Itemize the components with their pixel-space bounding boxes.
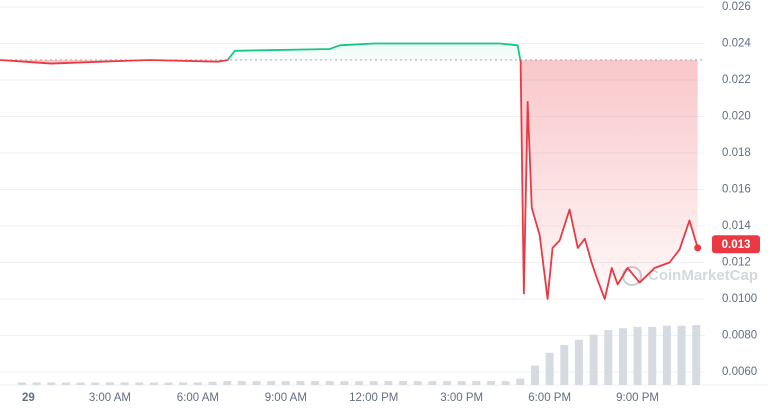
watermark: CoinMarketCap	[648, 267, 758, 284]
volume-bar	[105, 382, 114, 385]
volume-bar	[325, 381, 334, 385]
volume-bar	[648, 326, 657, 385]
volume-bar	[281, 381, 290, 385]
volume-bar	[164, 382, 173, 385]
volume-bar	[17, 382, 26, 385]
x-tick-label: 9:00 PM	[616, 392, 659, 404]
volume-bar	[399, 381, 408, 385]
volume-bar	[135, 382, 144, 385]
volume-bar	[530, 365, 539, 385]
y-tick-label: 0.026	[722, 1, 751, 13]
volume-bar	[179, 382, 188, 385]
volume-bar	[560, 345, 569, 385]
volume-bar	[296, 381, 305, 385]
y-tick-label: 0.0080	[722, 330, 757, 342]
x-tick-label: 6:00 AM	[177, 392, 219, 404]
price-line	[0, 42, 699, 300]
volume-bar	[589, 334, 598, 385]
price-badge-label: 0.013	[722, 239, 751, 251]
volume-bar	[618, 328, 627, 385]
volume-bar	[472, 381, 481, 385]
x-tick-label: 3:00 AM	[89, 392, 131, 404]
volume-bar	[208, 381, 217, 385]
volume-bar	[369, 381, 378, 385]
volume-bar	[252, 381, 261, 385]
y-tick-label: 0.018	[722, 147, 751, 159]
current-dot	[694, 244, 702, 252]
y-tick-label: 0.016	[722, 184, 751, 196]
y-tick-label: 0.014	[722, 220, 751, 232]
volume-bar	[384, 381, 393, 385]
volume-bar	[340, 381, 349, 385]
x-tick-label: 12:00 PM	[349, 392, 398, 404]
y-tick-label: 0.020	[722, 111, 751, 123]
volume-bar	[76, 382, 85, 385]
volume-bar	[487, 381, 496, 385]
volume-bar	[604, 330, 613, 385]
volume-bar	[692, 325, 701, 385]
x-tick-label: 3:00 PM	[440, 392, 483, 404]
volume-bar	[47, 382, 56, 385]
y-tick-label: 0.022	[722, 74, 751, 86]
volume-bar	[355, 381, 364, 385]
volume-bar	[32, 382, 41, 385]
volume-bar	[633, 326, 642, 385]
volume-bar	[501, 381, 510, 385]
volume-bar	[237, 381, 246, 385]
x-tick-label: 9:00 AM	[265, 392, 307, 404]
volume-bar	[223, 381, 232, 385]
y-tick-label: 0.0100	[722, 293, 757, 305]
volume-bar	[91, 382, 100, 385]
volume-bar	[413, 381, 422, 385]
area-below	[0, 59, 698, 299]
y-tick-label: 0.012	[722, 257, 751, 269]
volume-bar	[443, 381, 452, 385]
volume-bar	[662, 325, 671, 385]
volume-bar	[120, 382, 129, 385]
volume-bar	[428, 381, 437, 385]
y-tick-label: 0.024	[722, 38, 751, 50]
volume-bar	[149, 382, 158, 385]
x-tick-label: 6:00 PM	[528, 392, 571, 404]
price-badge	[712, 235, 760, 254]
volume-bar	[193, 382, 202, 385]
volume-bar	[457, 381, 466, 385]
volume-bar	[61, 382, 70, 385]
x-tick-label: 29	[22, 392, 35, 404]
volume-bar	[311, 381, 320, 385]
y-tick-label: 0.0060	[722, 366, 757, 378]
volume-bar	[677, 325, 686, 385]
volume-bar	[545, 352, 554, 385]
volume-bar	[267, 381, 276, 385]
volume-bar	[574, 339, 583, 385]
volume-bar	[516, 378, 525, 385]
area-above	[227, 43, 521, 60]
